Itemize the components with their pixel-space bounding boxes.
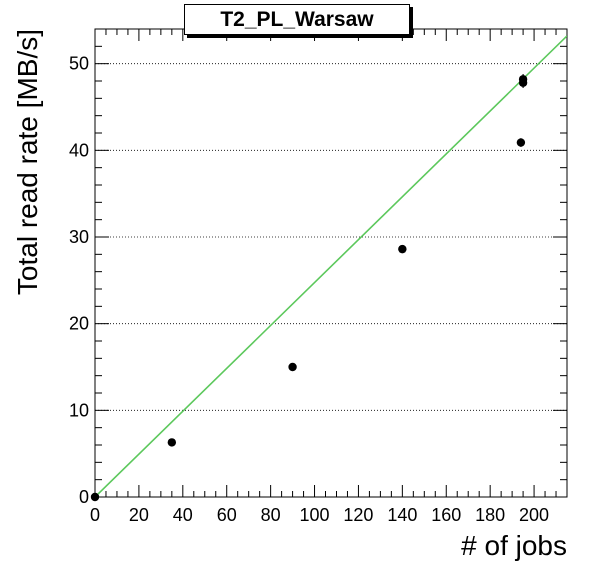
y-axis-label: Total read rate [MB/s] xyxy=(12,29,43,295)
x-tick-label: 140 xyxy=(387,505,417,525)
fit-line xyxy=(95,35,567,497)
data-point xyxy=(288,362,297,372)
data-point xyxy=(167,438,177,447)
data-point xyxy=(90,492,100,502)
y-tick-label: 30 xyxy=(69,227,89,247)
x-tick-label: 60 xyxy=(217,505,237,525)
data-point xyxy=(516,138,526,147)
title-box: T2_PL_Warsaw xyxy=(184,4,410,35)
y-tick-label: 10 xyxy=(69,400,89,420)
x-tick-label: 0 xyxy=(90,505,100,525)
data-point xyxy=(518,75,528,84)
x-tick-label: 40 xyxy=(173,505,193,525)
x-tick-label: 180 xyxy=(475,505,505,525)
x-tick-label: 20 xyxy=(129,505,149,525)
x-axis-label: # of jobs xyxy=(461,530,567,561)
chart-title: T2_PL_Warsaw xyxy=(220,7,374,31)
x-tick-label: 120 xyxy=(343,505,373,525)
x-tick-label: 100 xyxy=(300,505,330,525)
y-tick-label: 0 xyxy=(79,487,89,507)
x-tick-label: 200 xyxy=(519,505,549,525)
x-tick-label: 80 xyxy=(261,505,281,525)
y-tick-label: 40 xyxy=(69,140,89,160)
y-tick-label: 20 xyxy=(69,314,89,334)
data-point xyxy=(398,244,407,254)
x-tick-label: 160 xyxy=(431,505,461,525)
y-tick-label: 50 xyxy=(69,54,89,74)
